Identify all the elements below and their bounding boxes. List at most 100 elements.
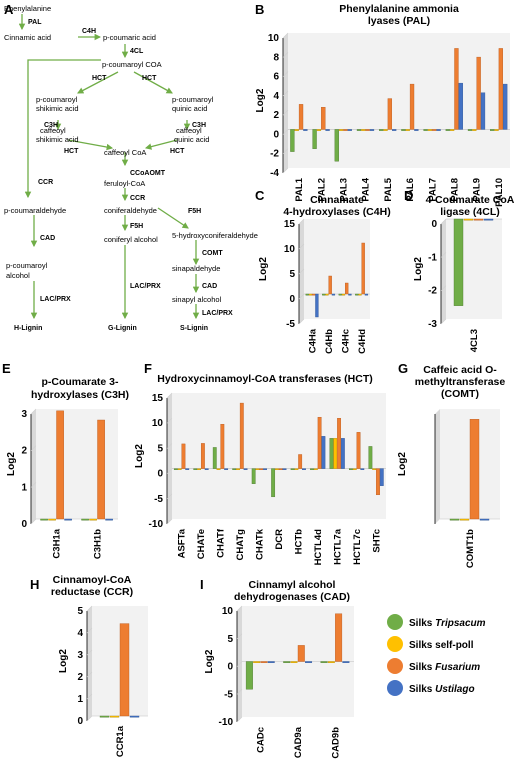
legend-item-fusarium: Silks Fusarium (387, 658, 480, 674)
chart-g-title-line: methyltransferase (415, 376, 506, 388)
bar-g-comt1b-s2 (459, 518, 470, 521)
bar-f-dcr-s4 (282, 468, 287, 471)
node-alcohol: alcohol (6, 271, 30, 280)
chart-b-title-line: Phenylalanine ammonia (339, 3, 459, 15)
chart-f-category-label: ASFTa (177, 528, 188, 558)
chart-i-y-label: Log2 (204, 649, 215, 673)
chart-b-category-label: PAL10 (494, 178, 505, 207)
node-p-coumaroyl-3: p-coumaroyl (6, 261, 48, 270)
bar-f-chatg-s2 (236, 468, 240, 471)
chart-f-category-label: CHATg (235, 529, 246, 561)
bar-c-c4hc-s4 (348, 293, 352, 296)
chart-f-category-label: CHATe (196, 529, 207, 559)
chart-i-gridline (236, 716, 243, 723)
chart-i-gridline (236, 661, 243, 667)
bar-b-pal4-s3 (365, 129, 370, 131)
chart-d-y-tick: -1 (428, 252, 437, 263)
chart-h-gridline (86, 693, 93, 700)
chart-b-gridline (282, 148, 289, 154)
chart-i-y-tick: -5 (224, 689, 233, 700)
bar-f-chate-s4 (204, 468, 209, 471)
bar-f-shtc-s2 (372, 468, 377, 471)
chart-g: Caffeic acid O-methyltransferase(COMT) Lo… (397, 364, 505, 568)
bar-b-pal10-s3 (498, 48, 503, 130)
node-sinapyl-alcohol: sinapyl alcohol (172, 295, 222, 304)
chart-e-gridline (30, 408, 37, 415)
bar-f-chate-s3 (200, 443, 205, 469)
enzyme-4cl: 4CL (130, 48, 144, 55)
chart-c-y-tick: 0 (289, 294, 295, 305)
bar-i-cad9a-s4 (305, 661, 313, 663)
node-p-coumaraldehyde: p-coumaraldehyde (4, 206, 66, 215)
bar-f-dcr-s2 (275, 468, 279, 471)
chart-d-title-line: ligase (4CL) (440, 206, 500, 218)
legend-label-tripsacum: Silks Tripsacum (409, 618, 486, 629)
bar-h-ccr1a-s3 (119, 623, 130, 717)
legend-item-self-poll: Silks self-poll (387, 636, 474, 652)
legend-swatch-self-poll (387, 636, 403, 652)
chart-i-y-tick: 0 (227, 662, 233, 673)
node-shikimic-acid-2: shikimic acid (36, 135, 79, 144)
chart-c-gridline (298, 218, 305, 225)
chart-e-gridline (30, 482, 37, 488)
node-p-coumaric-acid: p-coumaric acid (103, 33, 156, 42)
bar-b-pal7-s3 (432, 129, 437, 131)
panel-label-h: H (30, 577, 39, 592)
bar-b-pal6-s3 (409, 83, 415, 130)
bar-b-pal1-s4 (303, 129, 308, 131)
bar-c-c4hd-s1 (355, 293, 359, 296)
bar-h-ccr1a-s2 (109, 715, 120, 718)
node-caffeoyl-1: caffeoyl (40, 126, 66, 135)
legend-swatch-fusarium (387, 658, 403, 674)
chart-f-y-tick: -5 (154, 494, 163, 505)
enzyme-c3h-1: C3H (44, 122, 58, 129)
chart-c-category-label: C4Hd (357, 329, 368, 354)
bar-b-pal2-s3 (321, 107, 326, 130)
chart-f-gridline (166, 417, 173, 424)
enzyme-lac-prx-2: LAC/PRX (130, 283, 161, 290)
node-p-coumaroyl-coa: p-coumaroyl COA (102, 60, 162, 69)
chart-e-y-tick: 2 (21, 446, 27, 457)
enzyme-cad-1: CAD (40, 235, 55, 242)
chart-b-category-label: PAL5 (383, 177, 394, 201)
node-h-lignin: H-Lignin (14, 325, 42, 332)
enzyme-hct-2: HCT (142, 75, 157, 82)
bar-f-hctl7c-s4 (360, 468, 365, 471)
bar-f-shtc-s4 (379, 468, 384, 486)
bar-b-pal5-s4 (392, 129, 397, 131)
chart-f-gridline (166, 493, 173, 500)
chart-f-y-tick: 15 (152, 393, 164, 404)
bar-b-pal3-s3 (343, 129, 348, 131)
chart-b-category-label: PAL3 (339, 178, 350, 202)
chart-f-category-label: HCTL4d (313, 529, 324, 566)
enzyme-c3h-2: C3H (192, 122, 206, 129)
chart-h-title-line: reductase (CCR) (51, 586, 133, 598)
bar-b-pal8-s2 (449, 129, 455, 131)
bar-g-comt1b-s1 (449, 518, 460, 521)
bar-d-4cl3-s2 (463, 218, 474, 221)
chart-f-y-tick: -10 (149, 519, 164, 530)
bar-f-hctl7a-s1 (329, 438, 334, 469)
node-s-lignin: S-Lignin (180, 325, 208, 332)
bar-b-pal2-s2 (316, 129, 322, 131)
chart-h-gridline (86, 627, 93, 634)
chart-i-title-line: dehydrogenases (CAD) (234, 591, 350, 603)
bar-i-cadc-s4 (267, 661, 275, 663)
bar-h-ccr1a-s4 (129, 715, 140, 718)
bar-f-chatk-s3 (259, 468, 264, 471)
chart-e-title-line: hydroxylases (C3H) (31, 389, 129, 401)
bar-b-pal7-s4 (436, 129, 441, 131)
chart-f-category-label: DCR (274, 529, 285, 550)
chart-c-gridline (298, 293, 305, 300)
chart-b-category-label: PAL6 (405, 178, 416, 202)
bar-e-c3h1b-s4 (105, 518, 113, 521)
bar-f-hctb-s4 (302, 468, 306, 471)
bar-g-comt1b-s3 (469, 419, 480, 520)
chart-c-gridline (298, 318, 305, 325)
bar-i-cad9b-s2 (327, 661, 335, 663)
bar-e-c3h1b-s3 (97, 419, 105, 520)
bar-b-pal10-s4 (503, 83, 508, 130)
chart-c-back-wall (304, 219, 370, 319)
